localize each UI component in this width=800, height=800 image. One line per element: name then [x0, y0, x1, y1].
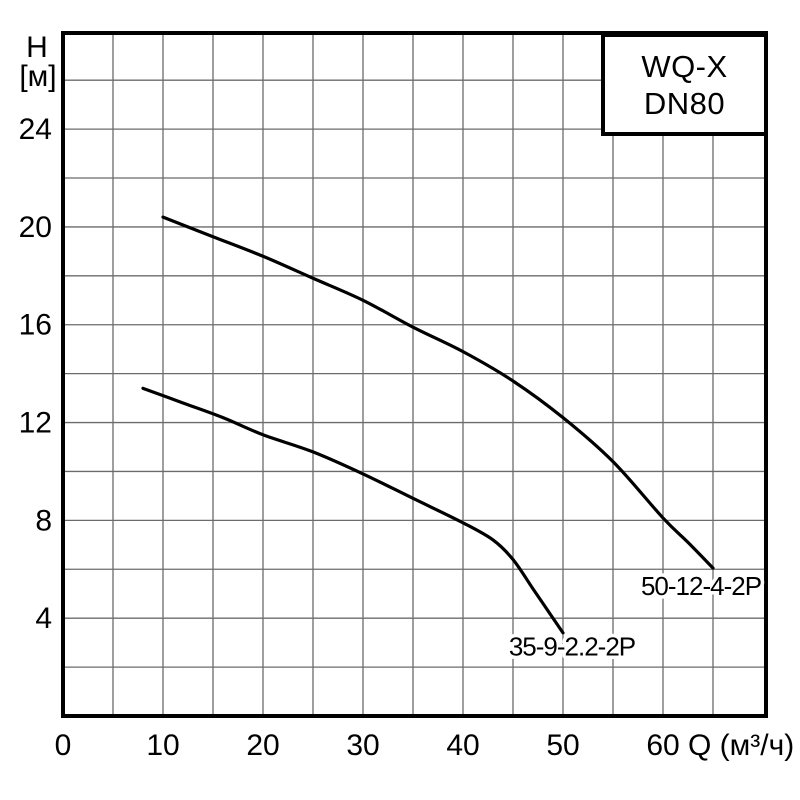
y-tick-label: 20 — [19, 211, 52, 244]
x-tick-label: 0 — [55, 729, 72, 762]
x-tick-label: 40 — [446, 729, 479, 762]
legend-model-dn: DN80 — [643, 85, 726, 121]
x-tick-label: 20 — [246, 729, 279, 762]
x-tick-label: 60 — [646, 729, 679, 762]
y-tick-label: 8 — [35, 504, 52, 537]
curve-label-50-12-4-2P: 50-12-4-2P — [641, 571, 761, 601]
curve-35-9-2.2-2P — [141, 386, 565, 635]
x-tick-label: 30 — [346, 729, 379, 762]
x-axis-title: Q (м³/ч) — [688, 729, 794, 762]
y-axis-title: H — [26, 31, 48, 64]
x-tick-label: 50 — [546, 729, 579, 762]
plot-frame — [61, 31, 768, 718]
y-axis-unit-label: [м] — [19, 60, 56, 93]
y-tick-label: 4 — [35, 602, 52, 635]
curve-label-35-9-2.2-2P: 35-9-2.2-2P — [509, 631, 635, 661]
curve-50-12-4-2P — [161, 215, 715, 570]
y-tick-label: 16 — [19, 309, 52, 342]
grid-layer — [63, 33, 766, 716]
tick-layer: 0 10 20 30 40 50 60 4 8 12 16 20 24 — [19, 113, 680, 762]
legend-model-series: WQ-X — [641, 48, 728, 84]
x-tick-label: 10 — [146, 729, 179, 762]
y-tick-label: 12 — [19, 407, 52, 440]
y-tick-label: 24 — [19, 113, 52, 146]
legend-box: WQ-X DN80 — [601, 33, 768, 136]
